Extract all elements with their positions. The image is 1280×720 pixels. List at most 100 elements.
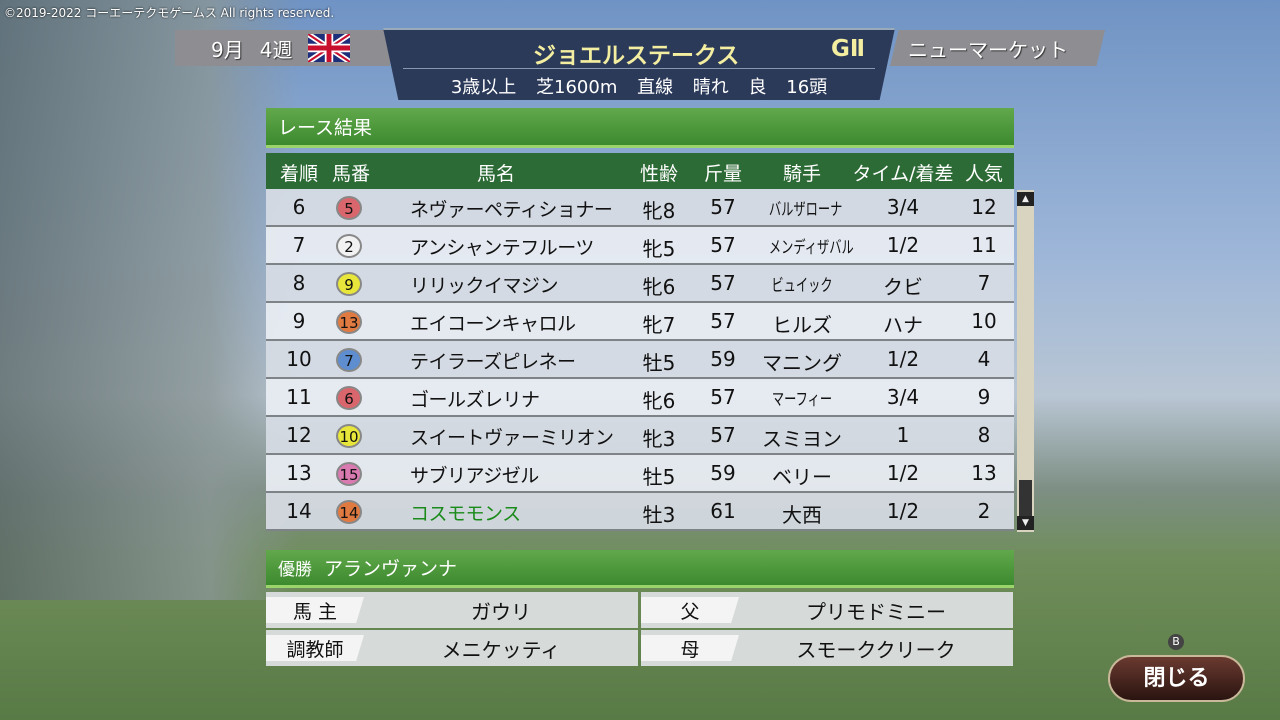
cell-margin: 3/4 xyxy=(886,385,920,409)
table-row[interactable]: 13 15 サブリアジゼル 牡5 59 ベリー 1/2 13 xyxy=(266,455,1014,493)
cell-weight: 59 xyxy=(710,347,736,371)
cell-jockey: 大西 xyxy=(782,503,822,527)
sire-row: 父 プリモドミニー xyxy=(641,592,1013,628)
table-row[interactable]: 6 5 ネヴァーペティショナー 牝8 57 バルザローナ 3/4 12 xyxy=(266,189,1014,227)
trainer-row: 調教師 メニケッティ xyxy=(266,630,638,666)
table-row[interactable]: 10 7 テイラーズピレネー 牡5 59 マニング 1/2 4 xyxy=(266,341,1014,379)
cell-rank: 9 xyxy=(292,309,306,333)
cell-margin: 1/2 xyxy=(886,461,920,485)
cell-name: テイラーズピレネー xyxy=(410,351,576,373)
cell-margin: ハナ xyxy=(883,313,923,337)
table-row[interactable]: 12 10 スイートヴァーミリオン 牝3 57 スミヨン 1 8 xyxy=(266,417,1014,455)
close-button[interactable]: 閉じる xyxy=(1108,655,1245,702)
horse-number-badge: 15 xyxy=(336,462,362,486)
cell-margin: 1/2 xyxy=(886,347,920,371)
results-header: 着順 馬番 馬名 性齢 斤量 騎手 タイム/着差 人気 xyxy=(266,153,1014,189)
cell-jockey: メンディザバル xyxy=(768,238,854,258)
uk-flag-icon xyxy=(308,34,351,62)
results-title: レース結果 xyxy=(266,108,1014,148)
winner-name: アランヴァンナ xyxy=(324,558,458,580)
cell-sexage: 牝5 xyxy=(642,237,676,261)
cell-weight: 57 xyxy=(710,195,736,219)
cell-rank: 10 xyxy=(286,347,312,371)
cell-pop: 2 xyxy=(977,499,991,523)
cell-pop: 13 xyxy=(971,461,997,485)
table-row[interactable]: 9 13 エイコーンキャロル 牝7 57 ヒルズ ハナ 10 xyxy=(266,303,1014,341)
cell-rank: 11 xyxy=(286,385,312,409)
cell-sexage: 牡5 xyxy=(642,465,676,489)
cell-weight: 57 xyxy=(710,271,736,295)
cell-jockey: マーフィー xyxy=(771,390,833,410)
column-header: タイム/着差 xyxy=(852,163,954,185)
results-table: 6 5 ネヴァーペティショナー 牝8 57 バルザローナ 3/4 12 7 2 アンシャンテフルーツ… xyxy=(266,189,1014,531)
race-name: ジョエルステークス xyxy=(533,43,740,69)
cell-margin: 1/2 xyxy=(886,233,920,257)
dam-row: 母 スモーククリーク xyxy=(641,630,1013,666)
b-button-icon: B xyxy=(1168,634,1184,650)
cell-name: リリックイマジン xyxy=(410,275,559,297)
horse-number-badge: 13 xyxy=(336,310,362,334)
table-row[interactable]: 11 6 ゴールズレリナ 牝6 57 マーフィー 3/4 9 xyxy=(266,379,1014,417)
cell-jockey: マニング xyxy=(762,351,842,375)
cell-rank: 6 xyxy=(292,195,306,219)
cell-sexage: 牝3 xyxy=(642,427,676,451)
cell-rank: 7 xyxy=(292,233,306,257)
cell-rank: 8 xyxy=(292,271,306,295)
dam-label: 母 xyxy=(641,635,739,661)
scroll-down-icon[interactable]: ▼ xyxy=(1017,516,1034,530)
sire-label: 父 xyxy=(641,597,739,623)
cell-rank: 13 xyxy=(286,461,312,485)
table-row[interactable]: 14 14 コスモモンス 牡3 61 大西 1/2 2 xyxy=(266,493,1014,531)
cell-rank: 14 xyxy=(286,499,312,523)
cell-sexage: 牡3 xyxy=(642,503,676,527)
cell-sexage: 牡5 xyxy=(642,351,676,375)
scroll-up-icon[interactable]: ▲ xyxy=(1017,192,1034,206)
copyright: ©2019-2022 コーエーテクモゲームス All rights reserv… xyxy=(4,6,335,20)
cell-margin: 1/2 xyxy=(886,499,920,523)
scroll-thumb[interactable] xyxy=(1019,480,1032,518)
cell-pop: 11 xyxy=(971,233,997,257)
horse-number-badge: 6 xyxy=(336,386,362,410)
winner-label: 優勝 xyxy=(278,560,312,580)
cell-pop: 4 xyxy=(977,347,991,371)
trainer-value: メニケッティ xyxy=(441,637,561,662)
cell-name: ゴールズレリナ xyxy=(410,389,540,411)
horse-number-badge: 9 xyxy=(336,272,362,296)
sire-value: プリモドミニー xyxy=(806,599,946,624)
cell-name: スイートヴァーミリオン xyxy=(410,427,614,449)
cell-margin: クビ xyxy=(883,275,923,299)
trainer-label: 調教師 xyxy=(266,635,364,661)
scrollbar[interactable]: ▲ ▼ xyxy=(1017,190,1034,532)
cell-weight: 57 xyxy=(710,423,736,447)
cell-pop: 8 xyxy=(977,423,991,447)
race-conditions: 3歳以上 芝1600m 直線 晴れ 良 16頭 xyxy=(403,68,875,99)
cell-name: コスモモンス xyxy=(410,503,521,525)
column-header: 騎手 xyxy=(782,163,821,185)
cell-sexage: 牝6 xyxy=(642,389,676,413)
cell-name: アンシャンテフルーツ xyxy=(410,237,594,259)
cell-weight: 59 xyxy=(710,461,736,485)
cell-jockey: ビュイック xyxy=(771,276,833,296)
owner-label: 馬 主 xyxy=(266,597,364,623)
cell-sexage: 牝8 xyxy=(642,199,676,223)
course-name: ニューマーケット xyxy=(890,30,1105,66)
cell-jockey: バルザローナ xyxy=(768,200,843,220)
table-row[interactable]: 7 2 アンシャンテフルーツ 牝5 57 メンディザバル 1/2 11 xyxy=(266,227,1014,265)
column-header: 性齢 xyxy=(639,163,678,185)
column-header: 馬名 xyxy=(476,163,515,185)
background-stadium xyxy=(0,0,300,600)
cell-jockey: スミヨン xyxy=(762,427,842,451)
table-row[interactable]: 8 9 リリックイマジン 牝6 57 ビュイック クビ 7 xyxy=(266,265,1014,303)
horse-number-badge: 2 xyxy=(336,234,362,258)
cell-pop: 12 xyxy=(971,195,997,219)
cell-margin: 1 xyxy=(896,423,910,447)
cell-weight: 57 xyxy=(710,385,736,409)
cell-jockey: ベリー xyxy=(772,465,832,489)
owner-value: ガウリ xyxy=(471,599,531,624)
horse-number-badge: 7 xyxy=(336,348,362,372)
cell-weight: 57 xyxy=(710,233,736,257)
cell-pop: 7 xyxy=(977,271,991,295)
cell-pop: 10 xyxy=(971,309,997,333)
cell-rank: 12 xyxy=(286,423,312,447)
cell-pop: 9 xyxy=(977,385,991,409)
